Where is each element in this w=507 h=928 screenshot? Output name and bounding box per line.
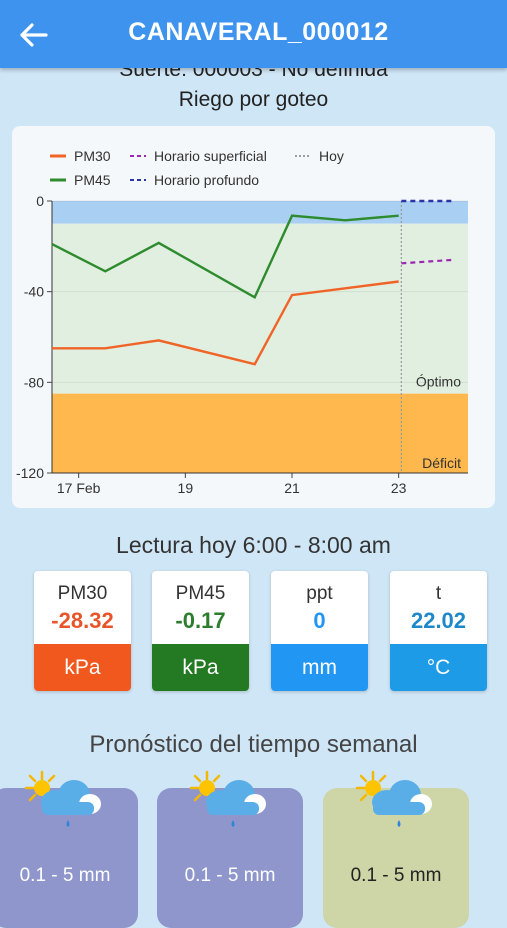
card-value: 22.02 <box>410 608 467 633</box>
legend-label: PM45 <box>74 172 111 188</box>
legend-label: PM30 <box>74 148 111 164</box>
forecast-rain: 0.1 - 5 mm <box>184 865 276 886</box>
forecast-card[interactable]: 0.1 - 5 mm <box>157 770 303 928</box>
sun-cloud-rain-icon <box>351 768 441 843</box>
legend-label: Hoy <box>319 148 344 164</box>
card-value: -0.17 <box>175 608 226 633</box>
band-label: Déficit <box>422 455 461 471</box>
forecast-card[interactable]: 0.1 - 5 mm <box>0 770 138 928</box>
y-tick-label: -80 <box>24 374 44 390</box>
sun-cloud-rain-icon <box>185 768 275 843</box>
chart-band <box>52 201 468 224</box>
chart-band <box>52 223 468 394</box>
series-line-pm30 <box>52 280 399 366</box>
legend-label: Horario profundo <box>154 172 259 188</box>
card-ppt: ppt 0 mm <box>271 571 368 691</box>
x-tick-label: 19 <box>178 480 194 496</box>
chart-band <box>52 393 468 473</box>
card-value: 0 <box>313 608 326 633</box>
pronostico-title: Pronóstico del tiempo semanal <box>89 731 418 758</box>
riego-text: Riego por goteo <box>178 88 329 111</box>
x-tick-label: 17 Feb <box>57 480 101 496</box>
band-label: Óptimo <box>416 373 461 389</box>
series-line-pm45 <box>51 214 399 299</box>
card-unit: mm <box>271 644 368 691</box>
sun-cloud-rain-icon <box>20 768 110 843</box>
back-button[interactable] <box>18 20 52 50</box>
card-pm45: PM45 -0.17 kPa <box>152 571 249 691</box>
arrow-left-icon <box>20 23 48 47</box>
legend-label: Horario superficial <box>154 148 267 164</box>
soil-moisture-chart: 0 -40 -80 -120 17 Feb 19 21 23 Óptimo Déficit PM30… <box>12 126 495 508</box>
card-label: t <box>435 583 442 604</box>
card-value: -28.32 <box>51 608 114 633</box>
forecast-card[interactable]: 0.1 - 5 mm <box>323 770 469 928</box>
card-unit: kPa <box>152 644 249 691</box>
forecast-rain: 0.1 - 5 mm <box>19 865 111 886</box>
card-label: PM45 <box>175 583 226 604</box>
y-tick-label: 0 <box>36 193 44 209</box>
card-pm30: PM30 -28.32 kPa <box>34 571 131 691</box>
card-label: PM30 <box>57 583 108 604</box>
y-tick-label: -40 <box>24 284 44 300</box>
y-tick-label: -120 <box>16 465 44 481</box>
card-temperature: t 22.02 °C <box>390 571 487 691</box>
card-unit: °C <box>390 644 487 691</box>
forecast-rain: 0.1 - 5 mm <box>350 865 442 886</box>
card-unit: kPa <box>34 644 131 691</box>
x-tick-label: 21 <box>284 480 300 496</box>
chart-svg: 0 -40 -80 -120 17 Feb 19 21 23 Óptimo Déficit PM30… <box>16 148 468 496</box>
app-bar: CANAVERAL_000012 <box>0 0 507 68</box>
lectura-title: Lectura hoy 6:00 - 8:00 am <box>116 532 391 558</box>
page-title: CANAVERAL_000012 <box>128 18 389 46</box>
card-label: ppt <box>306 583 333 604</box>
x-tick-label: 23 <box>391 480 407 496</box>
